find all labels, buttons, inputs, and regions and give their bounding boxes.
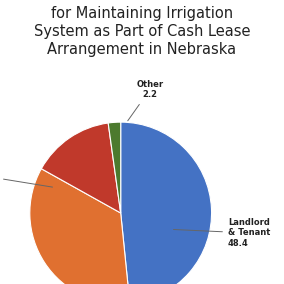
Text: Landlord
& Tenant
48.4: Landlord & Tenant 48.4: [174, 218, 270, 248]
Wedge shape: [41, 123, 121, 213]
Text: for Maintaining Irrigation
System as Part of Cash Lease
Arrangement in Nebraska: for Maintaining Irrigation System as Par…: [34, 6, 250, 57]
Wedge shape: [30, 169, 130, 284]
Wedge shape: [108, 122, 121, 213]
Wedge shape: [121, 122, 212, 284]
Text: Landlord
14.7: Landlord 14.7: [0, 165, 53, 187]
Text: Other
2.2: Other 2.2: [128, 80, 163, 121]
